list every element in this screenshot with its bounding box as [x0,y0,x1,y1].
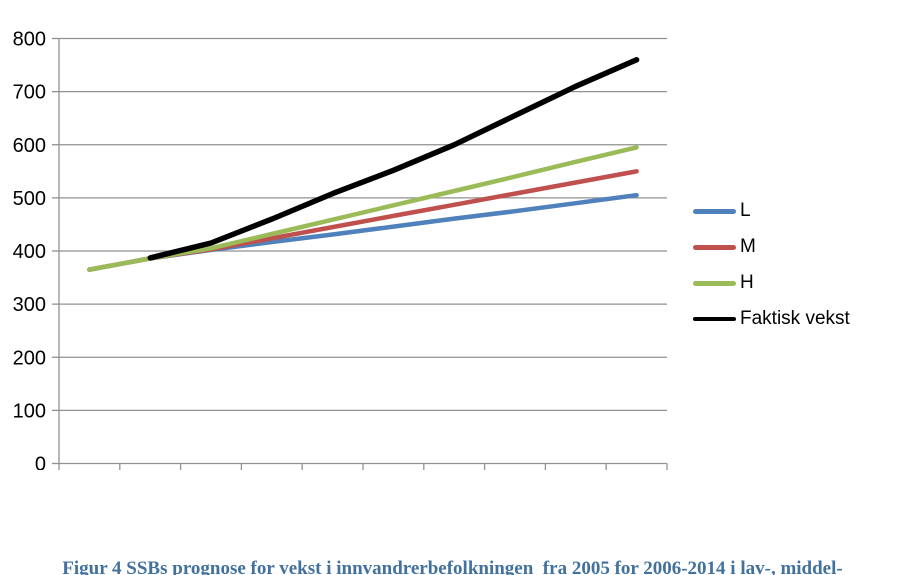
legend-item-faktisk-vekst: Faktisk vekst [693,301,850,337]
legend-item-h: H [693,265,850,301]
legend-line-swatch-h [693,280,736,286]
legend-item-l: L [693,193,850,229]
svg-text:100: 100 [13,400,46,422]
caption-spellchecked-word: SSBs [126,558,168,575]
legend-line-swatch-faktisk-vekst [693,317,736,321]
svg-text:300: 300 [13,294,46,316]
legend-label-l: L [740,200,751,221]
svg-text:200: 200 [13,347,46,369]
caption-line-1: Figur 4 SSBs prognose for vekst i innvan… [0,556,905,575]
svg-text:400: 400 [13,241,46,263]
figure-caption: Figur 4 SSBs prognose for vekst i innvan… [0,506,905,575]
caption-line-1-rest: prognose for vekst i innvandrerbefolknin… [167,558,843,575]
legend-label-faktisk-vekst: Faktisk vekst [740,308,850,329]
svg-text:700: 700 [13,82,46,104]
legend-label-h: H [740,272,754,293]
chart-legend: L M H Faktisk vekst [693,193,850,337]
svg-text:500: 500 [13,188,46,210]
svg-text:800: 800 [13,29,46,51]
caption-line-1-prefix: Figur 4 [62,558,127,575]
svg-text:600: 600 [13,135,46,157]
legend-line-swatch-l [693,208,736,214]
legend-item-m: M [693,229,850,265]
legend-line-swatch-m [693,244,736,250]
line-chart: 0100200300400500600700800200520062007200… [13,29,668,471]
legend-label-m: M [740,236,756,257]
svg-text:0: 0 [35,454,46,471]
